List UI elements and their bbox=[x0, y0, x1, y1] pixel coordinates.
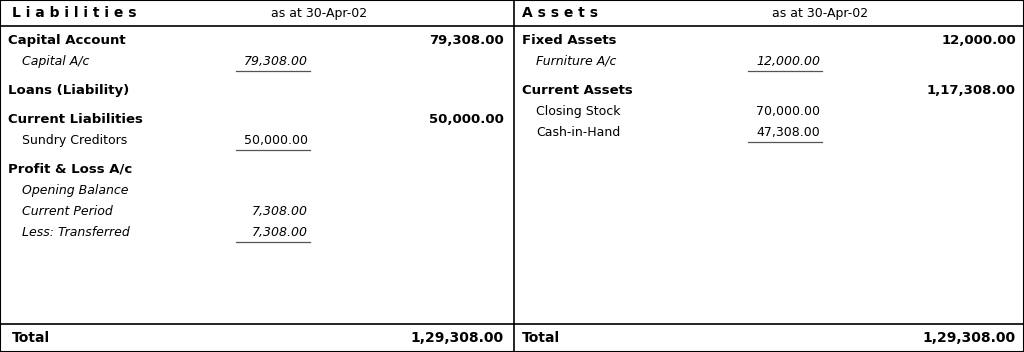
Text: as at 30-Apr-02: as at 30-Apr-02 bbox=[270, 6, 367, 19]
Text: 50,000.00: 50,000.00 bbox=[429, 113, 504, 126]
Text: Capital Account: Capital Account bbox=[8, 34, 126, 47]
Text: Opening Balance: Opening Balance bbox=[22, 184, 128, 197]
Text: Current Assets: Current Assets bbox=[522, 84, 633, 97]
Text: 7,308.00: 7,308.00 bbox=[252, 205, 308, 218]
Text: 70,000.00: 70,000.00 bbox=[756, 105, 820, 118]
Text: 1,29,308.00: 1,29,308.00 bbox=[923, 331, 1016, 345]
Text: Furniture A/c: Furniture A/c bbox=[536, 55, 616, 68]
Text: 12,000.00: 12,000.00 bbox=[941, 34, 1016, 47]
Text: 12,000.00: 12,000.00 bbox=[756, 55, 820, 68]
Text: 1,17,308.00: 1,17,308.00 bbox=[927, 84, 1016, 97]
Text: 50,000.00: 50,000.00 bbox=[244, 134, 308, 147]
Text: Cash-in-Hand: Cash-in-Hand bbox=[536, 126, 621, 139]
Text: Sundry Creditors: Sundry Creditors bbox=[22, 134, 127, 147]
Text: 79,308.00: 79,308.00 bbox=[244, 55, 308, 68]
Text: 1,29,308.00: 1,29,308.00 bbox=[411, 331, 504, 345]
Text: 79,308.00: 79,308.00 bbox=[429, 34, 504, 47]
Text: Capital A/c: Capital A/c bbox=[22, 55, 89, 68]
Text: Fixed Assets: Fixed Assets bbox=[522, 34, 616, 47]
Text: Current Liabilities: Current Liabilities bbox=[8, 113, 143, 126]
Text: Current Period: Current Period bbox=[22, 205, 113, 218]
Text: Profit & Loss A/c: Profit & Loss A/c bbox=[8, 163, 132, 176]
Text: Loans (Liability): Loans (Liability) bbox=[8, 84, 129, 97]
Text: Less: Transferred: Less: Transferred bbox=[22, 226, 130, 239]
Text: 7,308.00: 7,308.00 bbox=[252, 226, 308, 239]
Text: Total: Total bbox=[12, 331, 50, 345]
Text: Closing Stock: Closing Stock bbox=[536, 105, 621, 118]
Text: A s s e t s: A s s e t s bbox=[522, 6, 598, 20]
Text: as at 30-Apr-02: as at 30-Apr-02 bbox=[772, 6, 868, 19]
Text: L i a b i l i t i e s: L i a b i l i t i e s bbox=[12, 6, 136, 20]
Text: 47,308.00: 47,308.00 bbox=[757, 126, 820, 139]
Text: Total: Total bbox=[522, 331, 560, 345]
